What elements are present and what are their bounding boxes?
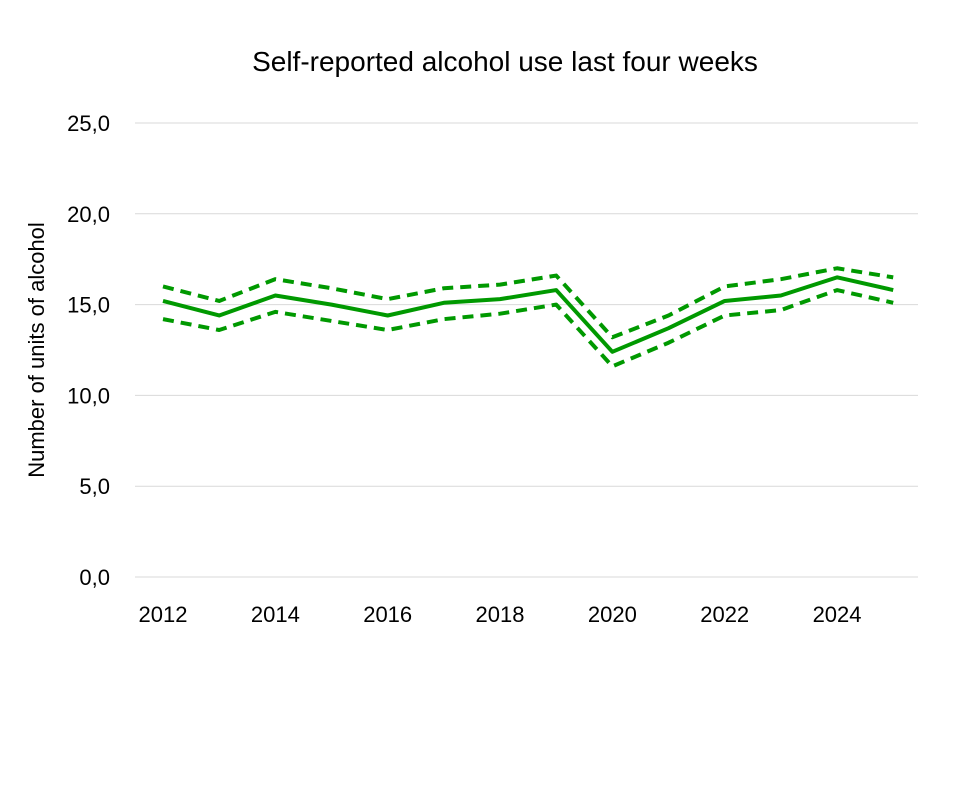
y-tick-label: 20,0	[67, 202, 110, 227]
upper-bound-line	[162, 266, 894, 340]
estimate-line	[162, 275, 894, 354]
y-tick-label: 10,0	[67, 383, 110, 408]
x-tick-label: 2014	[251, 602, 300, 627]
x-tick-label: 2020	[588, 602, 637, 627]
x-tick-label: 2016	[363, 602, 412, 627]
lower-bound-line	[162, 288, 894, 369]
x-tick-label: 2012	[139, 602, 188, 627]
x-tick-label: 2022	[700, 602, 749, 627]
y-tick-label: 25,0	[67, 111, 110, 136]
y-tick-label: 15,0	[67, 293, 110, 318]
y-axis-label: Number of units of alcohol	[24, 222, 49, 478]
y-tick-label: 0,0	[79, 565, 110, 590]
chart-title: Self-reported alcohol use last four week…	[252, 46, 758, 77]
x-tick-label: 2018	[476, 602, 525, 627]
y-tick-label: 5,0	[79, 474, 110, 499]
x-tick-label: 2024	[813, 602, 862, 627]
